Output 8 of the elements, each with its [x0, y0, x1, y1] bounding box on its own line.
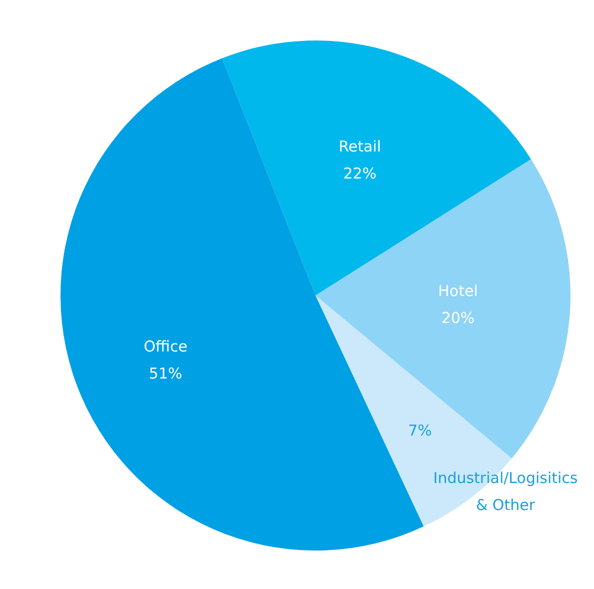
data-label: 7%	[408, 422, 432, 440]
data-label: 51%	[148, 364, 182, 383]
slice-label: Industrial/Logisitics & Other	[433, 469, 578, 514]
slice-label: Hotel	[438, 282, 478, 300]
data-label: 20%	[441, 309, 475, 328]
slice-label: Office	[144, 338, 188, 356]
slice-label: Retail	[338, 137, 382, 156]
data-label: 22%	[343, 164, 377, 182]
